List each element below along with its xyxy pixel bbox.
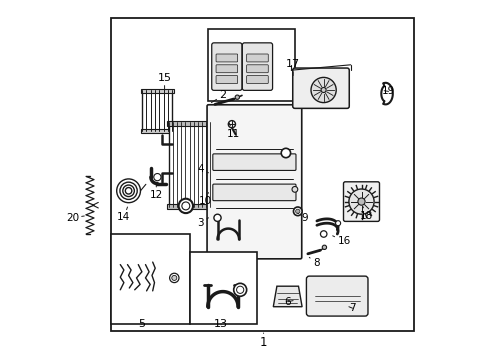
Text: 10: 10 bbox=[198, 193, 211, 206]
Text: 3: 3 bbox=[197, 218, 208, 228]
Text: 16: 16 bbox=[332, 236, 350, 246]
Text: 19: 19 bbox=[381, 86, 394, 96]
Text: 11: 11 bbox=[226, 123, 239, 139]
FancyBboxPatch shape bbox=[206, 105, 301, 259]
Text: 8: 8 bbox=[309, 257, 319, 268]
FancyBboxPatch shape bbox=[246, 76, 268, 84]
FancyBboxPatch shape bbox=[216, 76, 237, 84]
Text: 12: 12 bbox=[149, 184, 163, 200]
Circle shape bbox=[310, 77, 336, 103]
Circle shape bbox=[293, 207, 302, 216]
Circle shape bbox=[322, 245, 326, 249]
Text: 17: 17 bbox=[285, 59, 300, 76]
FancyBboxPatch shape bbox=[306, 276, 367, 316]
FancyBboxPatch shape bbox=[246, 65, 268, 73]
Circle shape bbox=[213, 214, 221, 221]
Bar bbox=[141, 89, 173, 93]
FancyBboxPatch shape bbox=[242, 43, 272, 90]
Circle shape bbox=[228, 121, 235, 128]
Circle shape bbox=[291, 186, 297, 192]
Text: 14: 14 bbox=[117, 207, 130, 222]
Bar bbox=[208, 29, 294, 101]
Bar bbox=[111, 234, 190, 324]
Circle shape bbox=[169, 273, 179, 283]
Text: 6: 6 bbox=[284, 297, 292, 307]
Bar bbox=[167, 204, 211, 209]
FancyBboxPatch shape bbox=[292, 68, 348, 108]
Text: 20: 20 bbox=[66, 213, 84, 223]
Circle shape bbox=[233, 283, 246, 296]
Bar bbox=[190, 252, 257, 324]
FancyBboxPatch shape bbox=[246, 54, 268, 62]
Text: 13: 13 bbox=[214, 319, 227, 329]
FancyBboxPatch shape bbox=[216, 65, 237, 73]
Circle shape bbox=[348, 189, 373, 214]
Circle shape bbox=[357, 198, 365, 205]
Bar bbox=[167, 121, 211, 126]
Circle shape bbox=[236, 286, 244, 293]
Bar bbox=[141, 129, 173, 133]
Bar bbox=[168, 122, 210, 207]
Text: 2: 2 bbox=[211, 90, 226, 103]
Circle shape bbox=[320, 231, 326, 237]
Circle shape bbox=[171, 275, 177, 280]
FancyBboxPatch shape bbox=[343, 182, 379, 221]
Text: 15: 15 bbox=[157, 73, 171, 91]
Text: 4: 4 bbox=[197, 164, 208, 174]
Circle shape bbox=[182, 202, 189, 210]
Circle shape bbox=[321, 87, 325, 93]
Text: 7: 7 bbox=[348, 303, 355, 313]
Bar bbox=[111, 18, 413, 331]
Bar bbox=[142, 90, 172, 131]
Text: 18: 18 bbox=[360, 206, 373, 221]
Circle shape bbox=[281, 148, 290, 158]
FancyBboxPatch shape bbox=[212, 154, 295, 170]
Circle shape bbox=[178, 199, 193, 213]
Text: 9: 9 bbox=[297, 213, 307, 223]
Text: 5: 5 bbox=[138, 319, 145, 329]
Text: 1: 1 bbox=[259, 333, 267, 349]
Circle shape bbox=[153, 174, 161, 181]
FancyBboxPatch shape bbox=[216, 54, 237, 62]
Polygon shape bbox=[273, 286, 302, 307]
Circle shape bbox=[235, 95, 239, 99]
FancyBboxPatch shape bbox=[211, 43, 242, 90]
Circle shape bbox=[295, 209, 299, 213]
Circle shape bbox=[335, 221, 340, 226]
FancyBboxPatch shape bbox=[212, 184, 295, 201]
